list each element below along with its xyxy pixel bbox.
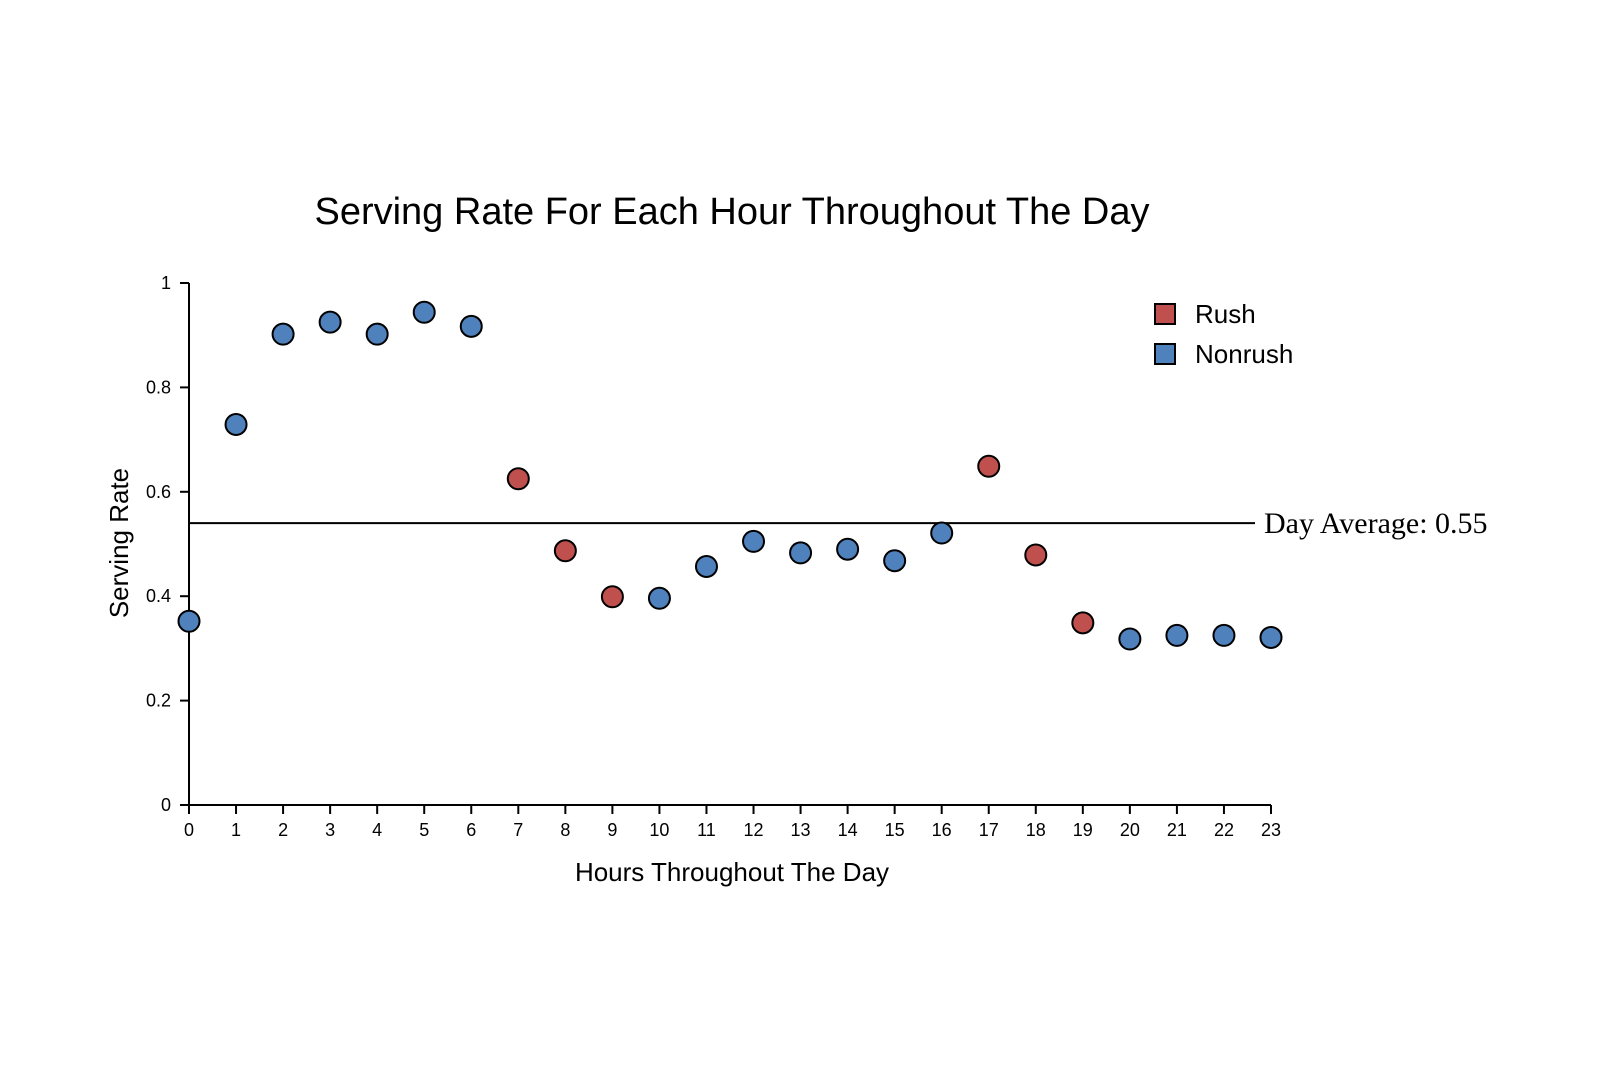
point-nonrush bbox=[271, 322, 295, 346]
day-average-label: Day Average: 0.55 bbox=[1264, 507, 1488, 540]
x-tick-label: 21 bbox=[1167, 820, 1187, 840]
y-tick-label: 0.8 bbox=[146, 377, 171, 397]
x-tick-label: 23 bbox=[1261, 820, 1281, 840]
scatter-points bbox=[177, 300, 1283, 651]
point-nonrush bbox=[883, 549, 907, 573]
point-nonrush bbox=[459, 314, 483, 338]
x-tick-label: 10 bbox=[649, 820, 669, 840]
x-tick-label: 9 bbox=[607, 820, 617, 840]
point-rush bbox=[1024, 543, 1048, 567]
legend-label-rush: Rush bbox=[1195, 299, 1256, 329]
y-axis-label: Serving Rate bbox=[104, 468, 134, 618]
x-tick-label: 2 bbox=[278, 820, 288, 840]
point-nonrush bbox=[177, 609, 201, 633]
point-rush bbox=[977, 454, 1001, 478]
x-tick-label: 14 bbox=[838, 820, 858, 840]
point-nonrush bbox=[789, 541, 813, 565]
x-tick-label: 22 bbox=[1214, 820, 1234, 840]
x-tick-label: 6 bbox=[466, 820, 476, 840]
x-axis: 0 1 2 3 4 5 6 7 8 9 10 11 12 13 14 15 16 17 18 19 20 21 22 23 bbox=[184, 804, 1281, 840]
x-tick-label: 16 bbox=[932, 820, 952, 840]
x-tick-label: 17 bbox=[979, 820, 999, 840]
point-nonrush bbox=[365, 322, 389, 346]
x-tick-label: 3 bbox=[325, 820, 335, 840]
x-tick-label: 7 bbox=[513, 820, 523, 840]
y-tick-label: 0.6 bbox=[146, 482, 171, 502]
legend: Rush Nonrush bbox=[1154, 299, 1293, 369]
y-tick-label: 0.2 bbox=[146, 691, 171, 711]
legend-label-nonrush: Nonrush bbox=[1195, 339, 1293, 369]
legend-swatch-rush bbox=[1154, 303, 1176, 325]
x-tick-label: 1 bbox=[231, 820, 241, 840]
x-tick-label: 0 bbox=[184, 820, 194, 840]
x-tick-label: 12 bbox=[744, 820, 764, 840]
x-tick-label: 18 bbox=[1026, 820, 1046, 840]
point-nonrush bbox=[224, 412, 248, 436]
point-nonrush bbox=[318, 310, 342, 334]
x-tick-label: 4 bbox=[372, 820, 382, 840]
x-tick-label: 8 bbox=[560, 820, 570, 840]
x-tick-label: 11 bbox=[697, 820, 716, 840]
x-tick-label: 15 bbox=[885, 820, 905, 840]
y-tick-label: 0 bbox=[161, 795, 171, 815]
point-nonrush bbox=[694, 554, 718, 578]
point-rush bbox=[600, 585, 624, 609]
y-tick-label: 1 bbox=[161, 273, 171, 293]
x-tick-label: 19 bbox=[1073, 820, 1093, 840]
point-nonrush bbox=[647, 586, 671, 610]
point-nonrush bbox=[1212, 623, 1236, 647]
point-nonrush bbox=[412, 300, 436, 324]
x-axis-label: Hours Throughout The Day bbox=[575, 857, 889, 887]
point-rush bbox=[506, 467, 530, 491]
legend-swatch-nonrush bbox=[1154, 343, 1176, 365]
chart-title: Serving Rate For Each Hour Throughout Th… bbox=[314, 191, 1149, 233]
point-nonrush bbox=[836, 537, 860, 561]
point-nonrush bbox=[1259, 625, 1283, 649]
x-tick-label: 5 bbox=[419, 820, 429, 840]
x-tick-label: 13 bbox=[791, 820, 811, 840]
point-nonrush bbox=[1165, 623, 1189, 647]
point-rush bbox=[553, 539, 577, 563]
y-axis: 0 0.2 0.4 0.6 0.8 1 bbox=[146, 273, 190, 815]
y-tick-label: 0.4 bbox=[146, 586, 171, 606]
x-tick-label: 20 bbox=[1120, 820, 1140, 840]
point-nonrush bbox=[1118, 627, 1142, 651]
point-nonrush bbox=[930, 521, 954, 545]
day-average-reference: Day Average: 0.55 bbox=[189, 507, 1488, 540]
point-nonrush bbox=[742, 529, 766, 553]
point-rush bbox=[1071, 611, 1095, 635]
